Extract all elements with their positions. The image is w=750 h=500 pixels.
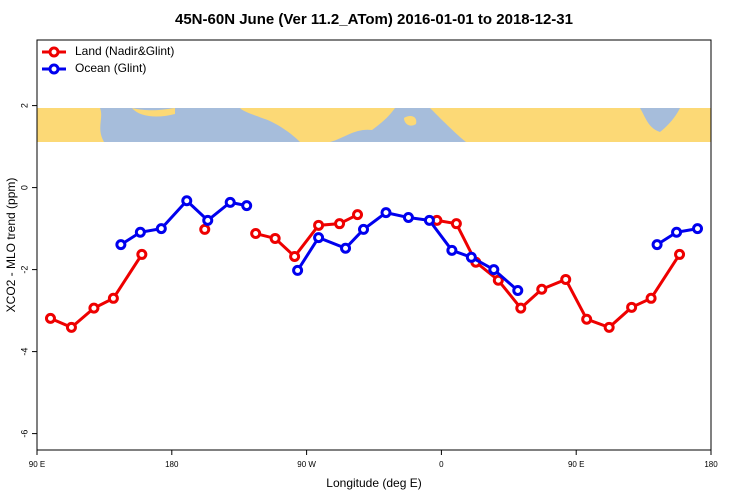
data-point: [155, 223, 167, 235]
plot-frame: [36, 39, 712, 451]
data-point: [250, 228, 262, 240]
data-point: [380, 207, 392, 219]
data-point: [115, 239, 127, 251]
data-point: [65, 321, 77, 333]
data-point: [292, 264, 304, 276]
x-tick-label: 180: [704, 460, 718, 469]
data-point: [340, 242, 352, 254]
map-band: [37, 108, 711, 142]
data-point: [402, 212, 414, 224]
series-line: [49, 253, 144, 330]
x-tick-label: 0: [439, 460, 444, 469]
series-line: [436, 218, 681, 330]
y-tick-label: 0: [19, 185, 29, 190]
data-point: [626, 301, 638, 313]
data-point: [224, 196, 236, 208]
x-axis-label: Longitude (deg E): [326, 476, 421, 490]
legend-marker: [48, 46, 60, 58]
data-point: [136, 248, 148, 260]
data-point: [446, 244, 458, 256]
y-tick-label: -4: [19, 348, 29, 356]
data-point: [107, 292, 119, 304]
data-point: [603, 321, 615, 333]
legend-marker: [48, 63, 60, 75]
data-point: [651, 239, 663, 251]
chart-title: 45N-60N June (Ver 11.2_ATom) 2016-01-01 …: [175, 11, 573, 28]
data-point: [492, 274, 504, 286]
data-point: [692, 223, 704, 235]
data-point: [450, 218, 462, 230]
data-point: [134, 226, 146, 238]
x-tick-label: 90 W: [297, 460, 316, 469]
data-point: [358, 223, 370, 235]
data-point: [202, 214, 214, 226]
y-axis-label: XCO2 - MLO trend (ppm): [4, 178, 18, 313]
data-point: [88, 302, 100, 314]
data-point: [674, 248, 686, 260]
x-tick-label: 180: [165, 460, 179, 469]
legend-label: Land (Nadir&Glint): [75, 44, 174, 58]
data-point: [313, 219, 325, 231]
data-point: [465, 251, 477, 263]
data-point: [241, 200, 253, 212]
data-point: [671, 226, 683, 238]
data-point: [199, 223, 211, 235]
data-point: [334, 218, 346, 230]
data-point: [423, 214, 435, 226]
y-tick-label: -2: [19, 266, 29, 274]
y-tick-label: -6: [19, 430, 29, 438]
x-tick-label: 90 E: [29, 460, 45, 469]
data-point: [488, 264, 500, 276]
y-tick-label: 2: [19, 103, 29, 108]
data-point: [352, 209, 364, 221]
data-point: [645, 292, 657, 304]
data-point: [581, 313, 593, 325]
data-point: [560, 273, 572, 285]
data-point: [289, 250, 301, 262]
x-tick-label: 90 E: [568, 460, 584, 469]
legend-label: Ocean (Glint): [75, 61, 146, 75]
data-point: [181, 195, 193, 207]
data-point: [536, 283, 548, 295]
data-point: [515, 302, 527, 314]
data-point: [512, 285, 524, 297]
data-point: [269, 232, 281, 244]
data-point: [44, 312, 56, 324]
data-point: [313, 232, 325, 244]
